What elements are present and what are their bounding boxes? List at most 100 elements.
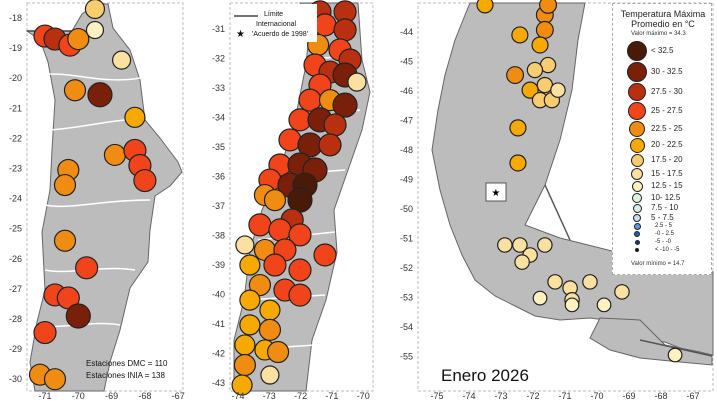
lat-tick-label: -20 bbox=[9, 73, 22, 83]
station-marker bbox=[103, 143, 127, 167]
legend-class-label: -5 - -0 bbox=[655, 239, 672, 245]
legend-class-label: 30 - 32.5 bbox=[651, 66, 683, 76]
station-marker bbox=[596, 297, 612, 313]
lat-tick-label: -24 bbox=[9, 194, 22, 204]
lat-tick-label: -18 bbox=[9, 13, 22, 23]
lon-tick-label: -74 bbox=[462, 391, 475, 401]
agreement-star-icon: ★ bbox=[491, 188, 500, 199]
legend-class-label: < -10 - -5 bbox=[655, 247, 680, 253]
international-border bbox=[544, 184, 571, 241]
station-marker bbox=[667, 347, 683, 363]
station-marker bbox=[511, 26, 529, 44]
legend-class-row: 7.5 - 10 bbox=[613, 203, 713, 213]
station-marker bbox=[332, 92, 358, 118]
legend-max-value: Valor máximo = 34.3 bbox=[631, 31, 686, 37]
legend-swatch bbox=[628, 82, 646, 101]
legend-class-label: -0 - 2.5 bbox=[655, 231, 675, 237]
lon-tick-label: -73 bbox=[494, 391, 507, 401]
lat-tick-label: -27 bbox=[9, 284, 22, 294]
station-marker bbox=[65, 303, 91, 329]
legend-class-row: 10- 12.5 bbox=[613, 192, 713, 203]
lat-tick-label: -38 bbox=[212, 231, 225, 241]
legend-class-row: 15 - 17.5 bbox=[613, 167, 713, 180]
lat-tick-label: -34 bbox=[212, 113, 225, 123]
station-marker bbox=[53, 173, 77, 197]
station-marker bbox=[288, 258, 312, 282]
legend-class-label: 2.5 - 5 bbox=[655, 223, 673, 229]
panel-north bbox=[25, 0, 184, 392]
legend-class-row: 30 - 32.5 bbox=[613, 61, 713, 82]
lon-tick-label: -71 bbox=[558, 391, 571, 401]
station-marker bbox=[85, 20, 105, 40]
legend-class-row: -0 - 2.5 bbox=[613, 230, 713, 238]
period-label: Enero 2026 bbox=[441, 366, 529, 385]
lat-tick-label: -45 bbox=[400, 57, 413, 67]
lat-tick-label: -44 bbox=[400, 27, 413, 37]
lon-tick-label: -70 bbox=[590, 391, 603, 401]
stations-dmc-count: Estaciones DMC = 110 bbox=[86, 359, 168, 368]
station-marker bbox=[263, 253, 287, 277]
lat-tick-label: -32 bbox=[212, 54, 225, 64]
legend-swatch bbox=[632, 192, 642, 203]
lat-tick-label: -43 bbox=[212, 378, 225, 388]
station-marker bbox=[509, 154, 527, 172]
legend-swatch bbox=[629, 137, 645, 153]
station-marker bbox=[239, 254, 261, 276]
station-marker bbox=[268, 218, 292, 242]
stations-inia-count: Estaciones INIA = 138 bbox=[86, 371, 165, 380]
panel-central bbox=[229, 0, 374, 396]
legend-class-label: 20 - 22.5 bbox=[651, 140, 683, 149]
legend-class-label: 22.5 - 25 bbox=[651, 123, 683, 133]
agreement-area-box bbox=[485, 182, 507, 202]
legend-class-label: 5 - 7.5 bbox=[651, 212, 674, 222]
station-marker bbox=[582, 274, 598, 290]
legend-class-label: 17.5 - 20 bbox=[651, 155, 683, 164]
station-marker bbox=[333, 18, 357, 42]
lat-tick-label: -29 bbox=[9, 344, 22, 354]
legend-class-label: 25 - 27.5 bbox=[651, 105, 683, 115]
station-marker bbox=[87, 82, 113, 108]
station-marker bbox=[234, 334, 256, 356]
legend-swatch bbox=[631, 167, 643, 180]
legend-swatch bbox=[627, 61, 647, 82]
station-marker bbox=[535, 20, 554, 39]
lon-tick-label: -67 bbox=[172, 391, 185, 401]
lat-tick-label: -53 bbox=[400, 293, 413, 303]
station-marker bbox=[278, 128, 302, 152]
station-marker bbox=[248, 273, 272, 297]
lat-tick-label: -55 bbox=[400, 352, 413, 362]
station-marker bbox=[239, 289, 261, 311]
station-marker bbox=[539, 0, 558, 14]
station-marker bbox=[43, 368, 67, 391]
lat-tick-label: -41 bbox=[212, 319, 225, 329]
station-marker bbox=[512, 237, 528, 253]
lat-tick-label: -40 bbox=[212, 290, 225, 300]
lat-tick-label: -28 bbox=[9, 314, 22, 324]
lon-tick-label: -71 bbox=[38, 391, 51, 401]
lat-tick-label: -30 bbox=[9, 374, 22, 384]
station-marker bbox=[547, 274, 563, 290]
legend-swatch bbox=[632, 203, 642, 213]
legend-swatch bbox=[629, 120, 645, 137]
station-marker bbox=[288, 223, 312, 247]
lon-tick-label: -74 bbox=[231, 391, 244, 401]
station-marker bbox=[564, 297, 580, 313]
legend-class-row: 27.5 - 30 bbox=[613, 82, 713, 101]
station-marker bbox=[526, 61, 544, 79]
station-marker bbox=[550, 82, 566, 98]
station-marker bbox=[514, 254, 530, 270]
station-marker bbox=[536, 76, 554, 94]
legend-swatch bbox=[633, 213, 641, 222]
station-marker bbox=[497, 237, 513, 253]
station-marker bbox=[521, 81, 539, 99]
lat-tick-label: -50 bbox=[400, 204, 413, 214]
legend-class-row: 20 - 22.5 bbox=[613, 137, 713, 153]
legend-title-line-2: Promedio en °C bbox=[631, 19, 695, 29]
lat-tick-label: -54 bbox=[400, 322, 413, 332]
legend-swatch bbox=[627, 40, 647, 61]
lon-tick-label: -73 bbox=[263, 391, 276, 401]
station-marker bbox=[509, 119, 527, 137]
station-marker bbox=[231, 374, 253, 396]
region-boundaries bbox=[39, 73, 151, 328]
